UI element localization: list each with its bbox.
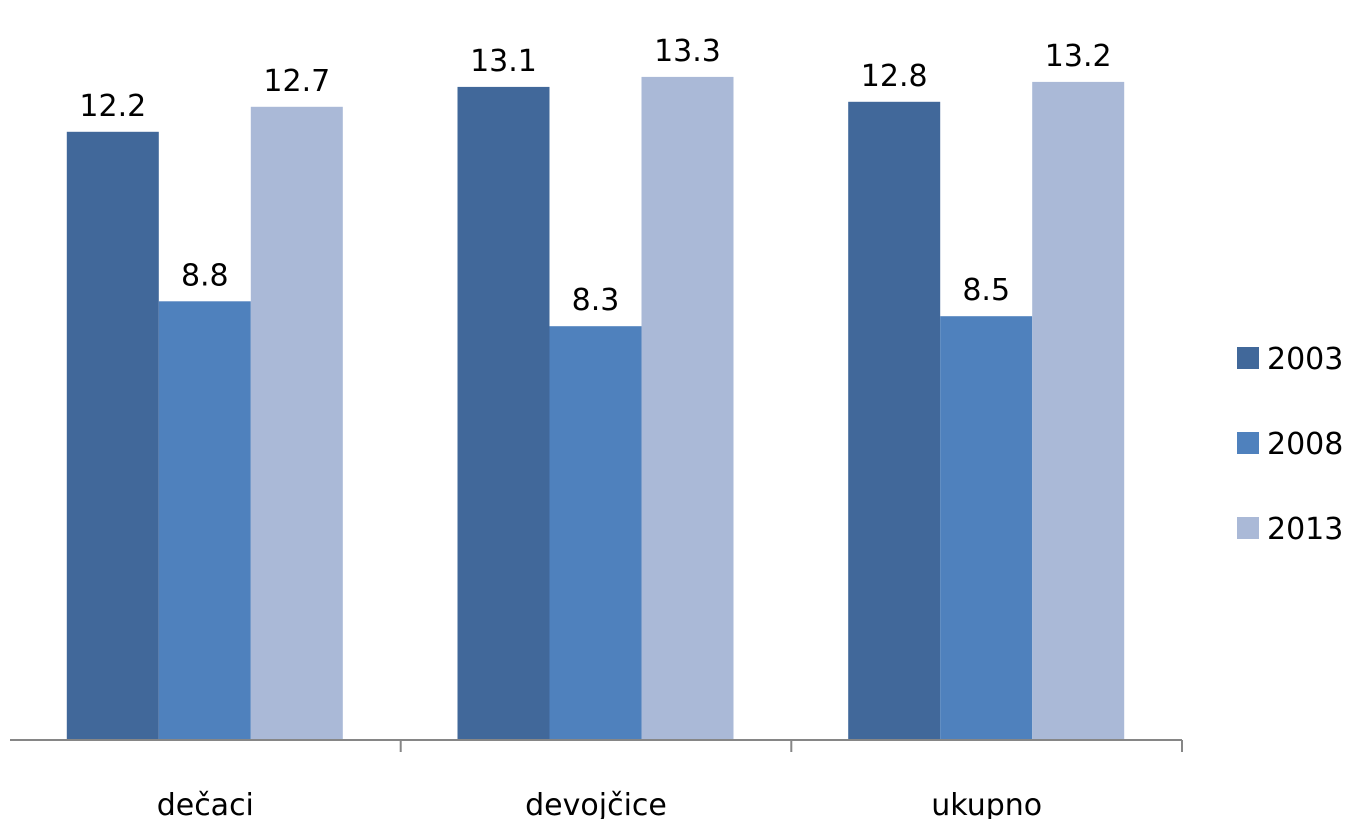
data-label-2003-2: 12.8: [861, 59, 928, 94]
x-axis-ticks: [399, 740, 1183, 752]
value-labels-layer: 12.2 8.8 12.7 13.1 8.3 13.3 12.8 8.5 13.2: [79, 34, 1111, 318]
bar-2013-1: [641, 76, 734, 740]
bar-2003-2: [848, 101, 941, 741]
data-label-2013-1: 13.3: [654, 34, 721, 69]
bars-layer: [66, 76, 1125, 741]
category-label-0: dečaci: [157, 788, 254, 819]
category-label-1: devojčice: [525, 788, 667, 819]
legend-swatch-2003: [1237, 347, 1259, 369]
bar-2008-0: [158, 301, 251, 740]
data-label-2013-0: 12.7: [263, 64, 330, 99]
bar-2013-0: [250, 106, 343, 741]
legend: 2003 2008 2013: [1237, 342, 1343, 547]
bar-2008-2: [940, 316, 1033, 740]
legend-swatch-2013: [1237, 517, 1259, 539]
category-label-2: ukupno: [931, 788, 1042, 819]
data-label-2003-0: 12.2: [79, 89, 146, 124]
legend-swatch-2008: [1237, 432, 1259, 454]
bar-2003-1: [457, 86, 550, 740]
category-labels-layer: dečaci devojčice ukupno: [157, 788, 1042, 819]
data-label-2003-1: 13.1: [470, 44, 537, 79]
legend-label-2008: 2008: [1267, 427, 1343, 462]
legend-label-2003: 2003: [1267, 342, 1343, 377]
bar-2008-1: [549, 326, 642, 740]
data-label-2008-2: 8.5: [962, 273, 1010, 308]
bar-2013-2: [1032, 81, 1125, 740]
legend-label-2013: 2013: [1267, 512, 1343, 547]
data-label-2008-1: 8.3: [572, 283, 620, 318]
bar-2003-0: [66, 131, 159, 741]
data-label-2008-0: 8.8: [181, 258, 229, 293]
data-label-2013-2: 13.2: [1045, 39, 1112, 74]
